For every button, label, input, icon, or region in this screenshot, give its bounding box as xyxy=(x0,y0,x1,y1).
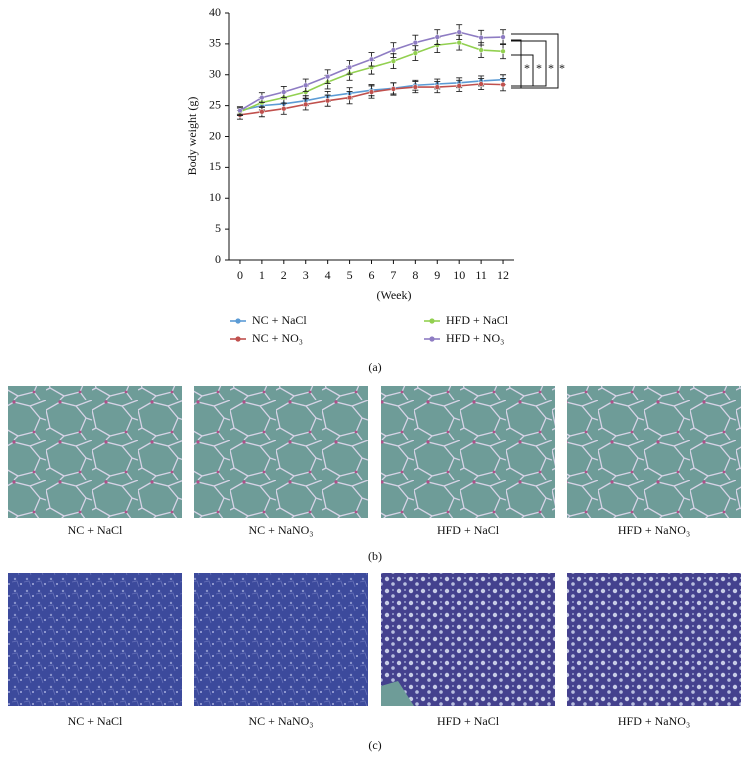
x-tick-label: 7 xyxy=(390,268,396,282)
legend-label: HFD + NO₃ xyxy=(446,331,504,345)
significance-star: * xyxy=(536,61,542,75)
x-tick-label: 2 xyxy=(281,268,287,282)
point xyxy=(478,47,484,53)
point xyxy=(412,39,418,46)
image-caption: NC + NaCl xyxy=(68,714,123,728)
point xyxy=(456,39,462,46)
micrograph xyxy=(381,573,555,706)
y-tick-label: 0 xyxy=(215,252,221,266)
x-tick-label: 4 xyxy=(325,268,331,282)
point xyxy=(456,83,462,89)
point xyxy=(303,82,309,88)
significance-brackets xyxy=(511,33,559,89)
x-tick-label: 0 xyxy=(237,268,243,282)
legend-marker xyxy=(235,318,241,324)
panel-label: (a) xyxy=(368,360,381,374)
y-tick-label: 30 xyxy=(209,67,221,81)
panel-label: (b) xyxy=(368,549,382,563)
y-tick-label: 10 xyxy=(209,190,221,204)
y-axis-label: Body weight (g) xyxy=(185,97,199,176)
micrograph xyxy=(194,573,368,706)
image-caption: HFD + NaCl xyxy=(437,714,500,728)
point xyxy=(390,47,397,53)
image-caption: HFD + NaCl xyxy=(437,523,500,537)
significance-star: * xyxy=(524,61,530,75)
point xyxy=(303,101,309,108)
legend-label: HFD + NaCl xyxy=(446,313,509,327)
point xyxy=(434,34,440,40)
point xyxy=(390,58,397,64)
point xyxy=(325,98,331,104)
x-tick-label: 8 xyxy=(412,268,418,282)
image-caption: NC + NaCl xyxy=(68,523,123,537)
point xyxy=(500,81,506,88)
point xyxy=(500,48,506,54)
y-tick-label: 25 xyxy=(209,97,221,111)
point xyxy=(259,109,265,115)
point xyxy=(390,86,397,92)
image-caption: HFD + NaNO₃ xyxy=(618,523,690,537)
point xyxy=(478,81,484,87)
point xyxy=(368,56,375,62)
x-tick-label: 9 xyxy=(434,268,440,282)
micrograph xyxy=(194,386,368,518)
panel-b-images xyxy=(8,386,741,518)
x-tick-label: 6 xyxy=(369,268,375,282)
point xyxy=(456,29,462,35)
significance-star: * xyxy=(548,61,554,75)
significance-star: * xyxy=(559,61,565,75)
x-tick-label: 10 xyxy=(453,268,465,282)
y-tick-label: 15 xyxy=(209,159,221,173)
micrograph xyxy=(567,386,741,518)
legend-label: NC + NaCl xyxy=(252,313,307,327)
x-tick-label: 1 xyxy=(259,268,265,282)
micrograph xyxy=(567,573,741,706)
legend-label: NC + NO₃ xyxy=(252,331,303,345)
micrograph xyxy=(8,573,182,706)
point xyxy=(325,73,331,80)
micrograph xyxy=(381,386,555,518)
point xyxy=(259,94,265,101)
point xyxy=(281,106,287,112)
image-caption: NC + NaNO₃ xyxy=(249,714,314,728)
panel-c-images xyxy=(8,573,741,706)
x-tick-label: 5 xyxy=(347,268,353,282)
y-tick-label: 5 xyxy=(215,221,221,235)
x-tick-label: 12 xyxy=(497,268,509,282)
point xyxy=(346,64,353,70)
micrograph-edge xyxy=(381,681,414,706)
point xyxy=(412,50,418,56)
image-caption: HFD + NaNO₃ xyxy=(618,714,690,728)
y-tick-label: 40 xyxy=(209,5,221,19)
point xyxy=(237,107,243,114)
legend-marker xyxy=(429,336,435,342)
x-axis-label: (Week) xyxy=(376,288,411,302)
y-tick-label: 35 xyxy=(209,36,221,50)
point xyxy=(434,84,440,90)
y-tick-label: 20 xyxy=(209,128,221,142)
point xyxy=(412,84,418,90)
panel-label: (c) xyxy=(368,738,381,752)
x-tick-label: 11 xyxy=(475,268,487,282)
point xyxy=(500,34,506,40)
point xyxy=(478,35,484,41)
point xyxy=(346,94,353,101)
point xyxy=(281,89,287,95)
micrograph xyxy=(8,386,182,518)
legend-marker xyxy=(235,336,241,342)
image-caption: NC + NaNO₃ xyxy=(249,523,314,537)
legend-marker xyxy=(429,318,435,324)
point xyxy=(368,89,375,95)
x-tick-label: 3 xyxy=(303,268,309,282)
